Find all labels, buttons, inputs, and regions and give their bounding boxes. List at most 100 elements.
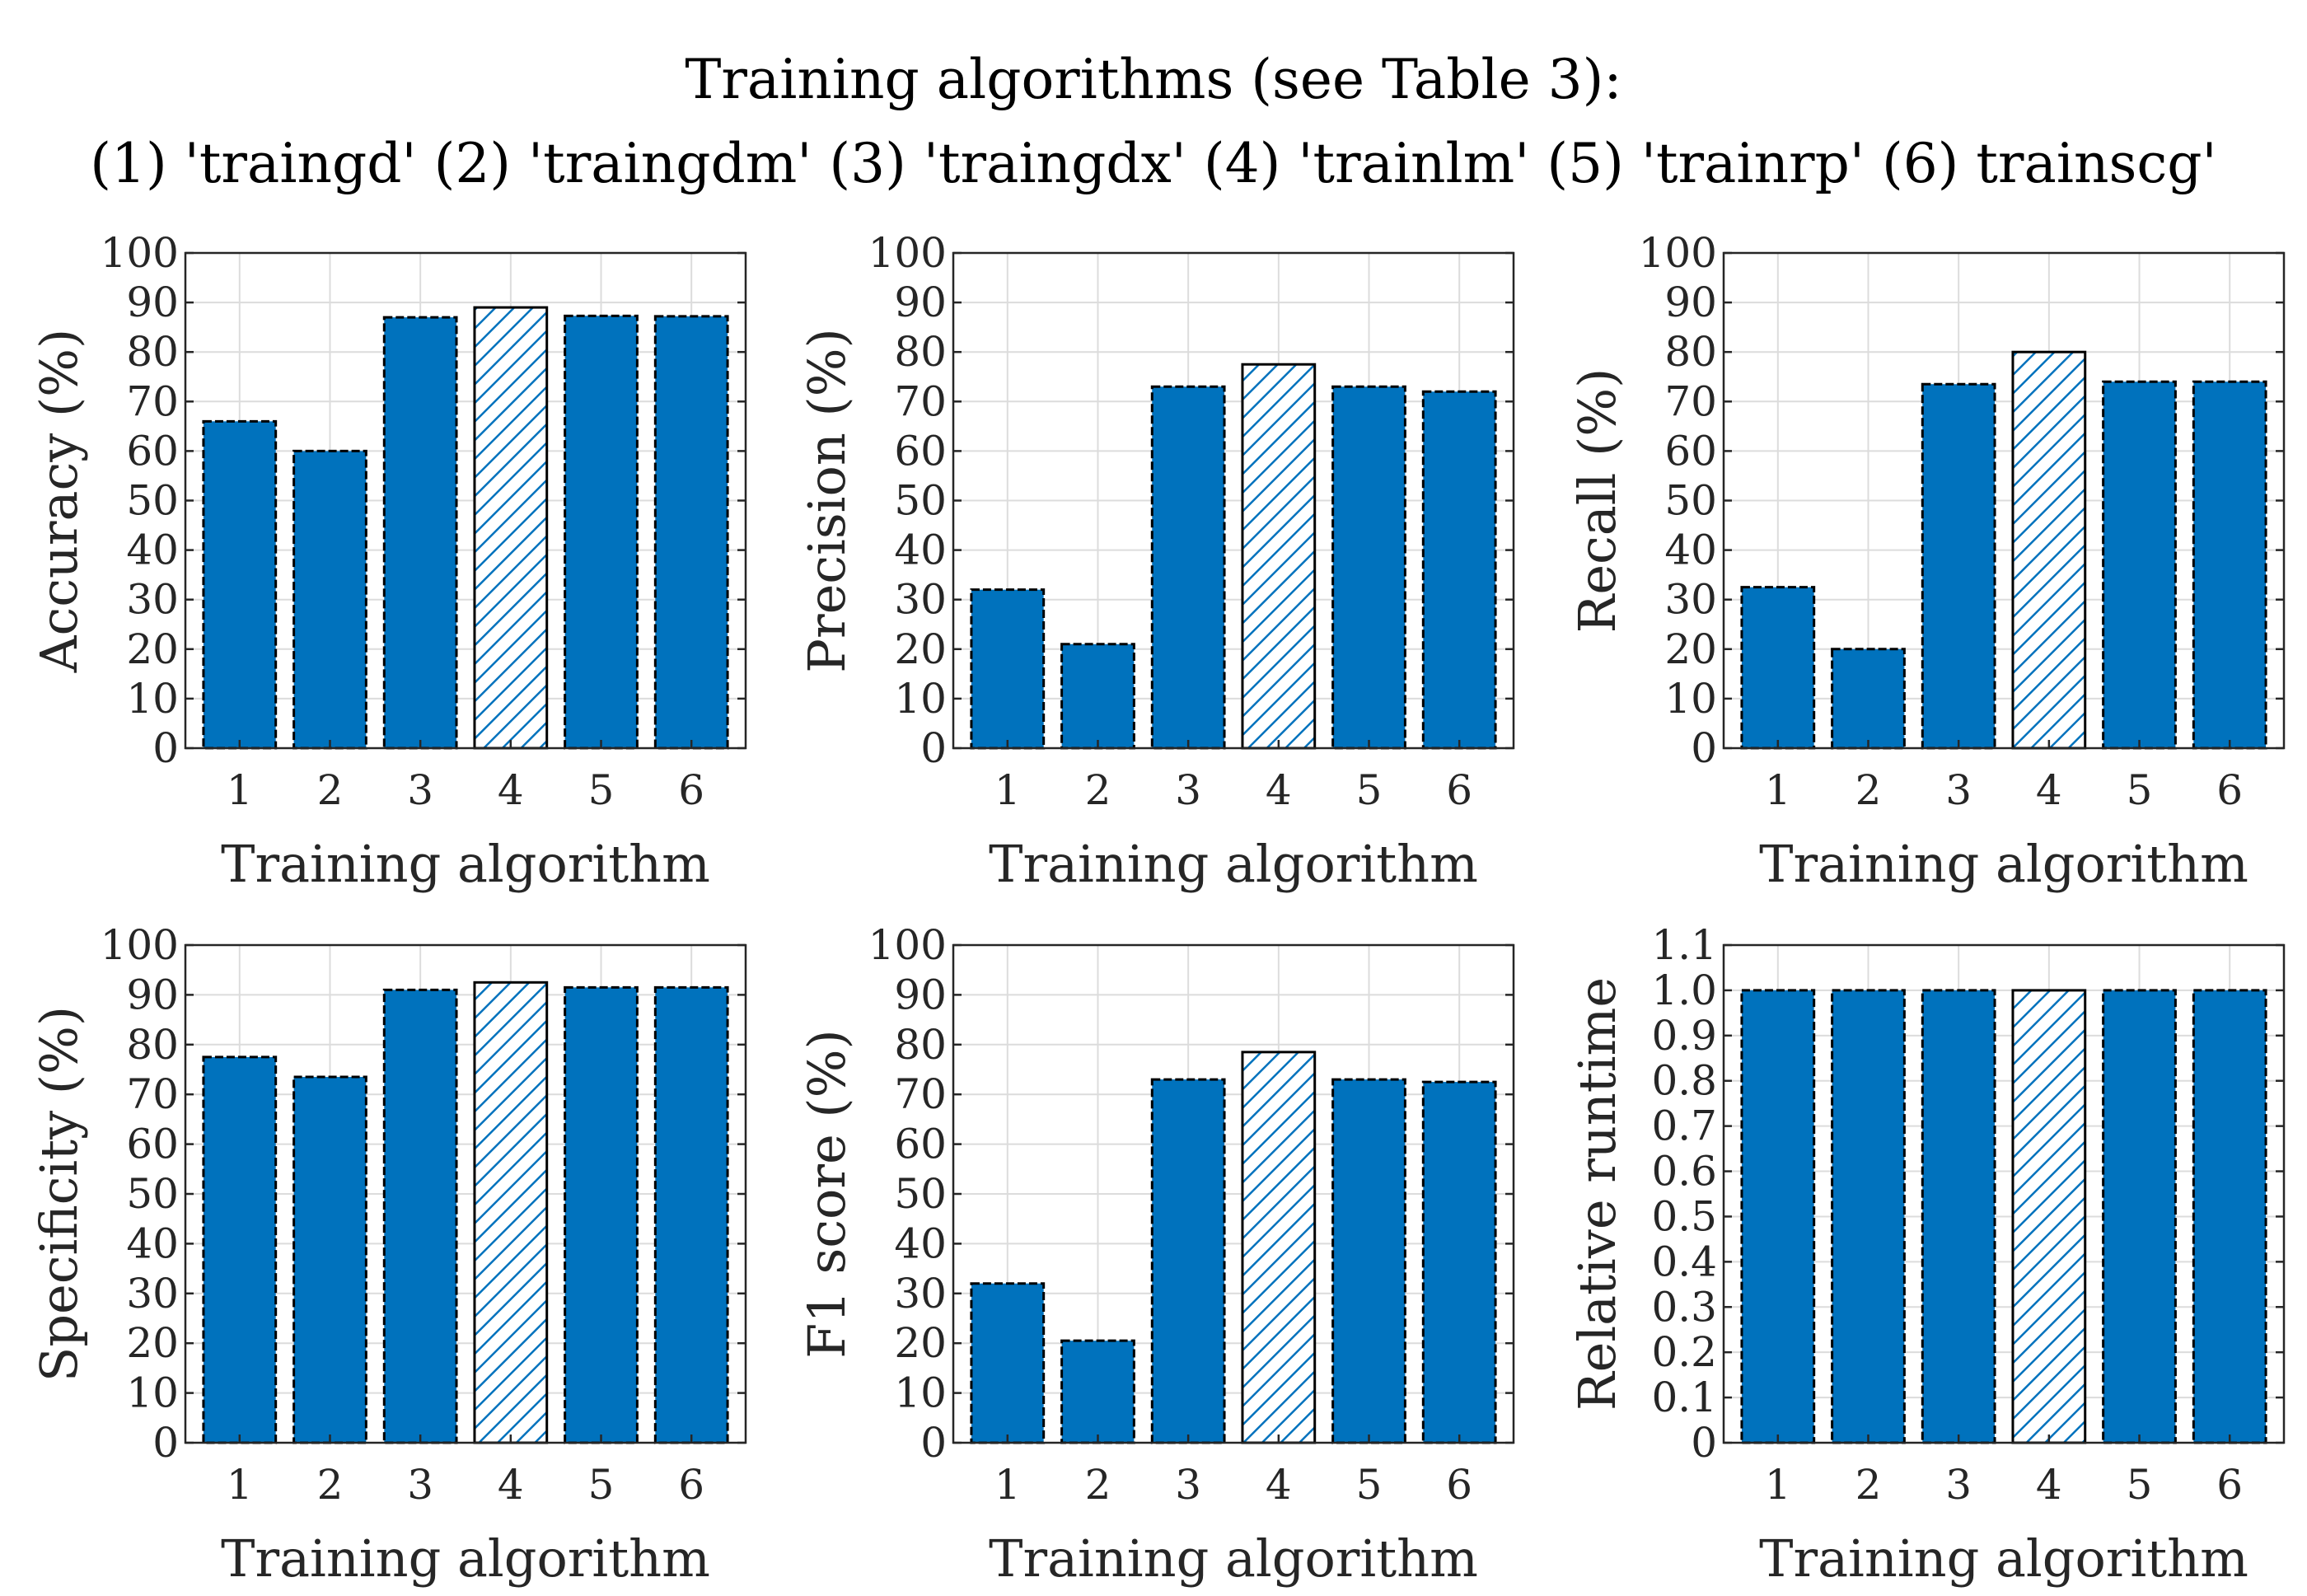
y-tick-label: 20 bbox=[126, 1319, 179, 1367]
y-tick-label: 50 bbox=[126, 1170, 179, 1218]
bar bbox=[1921, 382, 1996, 750]
y-tick-label: 10 bbox=[1664, 675, 1717, 723]
y-axis-title: Precision (%) bbox=[797, 328, 857, 673]
y-tick-label: 50 bbox=[894, 477, 947, 525]
x-tick-label: 4 bbox=[498, 1461, 524, 1509]
y-tick-label: 20 bbox=[894, 625, 947, 673]
y-tick-label: 40 bbox=[126, 527, 179, 574]
y-tick-label: 0.2 bbox=[1651, 1328, 1717, 1376]
y-tick-label: 0 bbox=[1691, 724, 1717, 772]
bar bbox=[292, 1075, 367, 1444]
bar bbox=[1421, 390, 1497, 750]
x-tick-label: 4 bbox=[2036, 1461, 2062, 1509]
y-tick-label: 70 bbox=[1664, 377, 1717, 425]
y-axis-title: Relative runtime bbox=[1567, 977, 1627, 1411]
bar bbox=[653, 315, 729, 750]
bar bbox=[382, 988, 458, 1444]
x-tick-label: 1 bbox=[1765, 766, 1791, 814]
x-axis-title: Training algorithm bbox=[1759, 1528, 2249, 1589]
y-tick-label: 1.0 bbox=[1651, 966, 1717, 1014]
bar bbox=[2102, 380, 2177, 750]
y-tick-label: 40 bbox=[1664, 527, 1717, 574]
x-tick-label: 2 bbox=[317, 766, 344, 814]
x-tick-label: 2 bbox=[1855, 766, 1882, 814]
x-tick-label: 5 bbox=[1356, 1461, 1383, 1509]
x-tick-label: 5 bbox=[2127, 1461, 2153, 1509]
y-tick-label: 10 bbox=[126, 675, 179, 723]
bar bbox=[1060, 1339, 1135, 1444]
x-tick-label: 5 bbox=[588, 766, 615, 814]
y-tick-label: 0.6 bbox=[1651, 1148, 1717, 1196]
y-tick-label: 40 bbox=[126, 1219, 179, 1267]
bar-highlighted bbox=[2011, 350, 2087, 750]
y-tick-label: 30 bbox=[126, 1270, 179, 1318]
bar bbox=[970, 588, 1046, 750]
bar bbox=[202, 1055, 278, 1444]
x-tick-label: 1 bbox=[227, 1461, 253, 1509]
y-tick-label: 90 bbox=[126, 278, 179, 326]
x-tick-label: 6 bbox=[2216, 766, 2243, 814]
bar bbox=[1150, 1078, 1226, 1444]
y-tick-label: 60 bbox=[126, 427, 179, 475]
x-tick-label: 6 bbox=[1446, 766, 1472, 814]
y-tick-label: 70 bbox=[126, 377, 179, 425]
x-tick-label: 2 bbox=[1085, 1461, 1111, 1509]
x-tick-label: 6 bbox=[1446, 1461, 1472, 1509]
y-tick-label: 70 bbox=[126, 1070, 179, 1118]
bar bbox=[564, 985, 639, 1444]
y-tick-label: 50 bbox=[1664, 477, 1717, 525]
bar bbox=[2102, 989, 2177, 1444]
y-tick-label: 60 bbox=[894, 427, 947, 475]
y-tick-label: 0.5 bbox=[1651, 1192, 1717, 1240]
bar-highlighted bbox=[473, 306, 549, 750]
x-tick-label: 5 bbox=[588, 1461, 615, 1509]
y-tick-label: 30 bbox=[126, 576, 179, 624]
y-tick-label: 90 bbox=[894, 278, 947, 326]
x-axis-title: Training algorithm bbox=[221, 1528, 710, 1589]
y-tick-label: 60 bbox=[894, 1121, 947, 1168]
x-tick-label: 2 bbox=[317, 1461, 344, 1509]
bar bbox=[202, 419, 278, 750]
x-tick-label: 3 bbox=[407, 766, 433, 814]
x-tick-label: 3 bbox=[1175, 766, 1201, 814]
y-tick-label: 100 bbox=[1639, 229, 1717, 277]
y-tick-label: 80 bbox=[894, 1021, 947, 1069]
y-axis-title: F1 score (%) bbox=[797, 1029, 857, 1358]
bar bbox=[970, 1282, 1046, 1444]
x-tick-label: 3 bbox=[1175, 1461, 1201, 1509]
x-tick-label: 6 bbox=[678, 766, 704, 814]
y-tick-label: 30 bbox=[1664, 576, 1717, 624]
y-tick-label: 10 bbox=[894, 1369, 947, 1417]
bar bbox=[1921, 989, 1996, 1444]
chart-panel-6: 00.10.20.30.40.50.60.70.80.91.01.1 1 2 3 4 5 6… bbox=[1567, 921, 2286, 1589]
y-tick-label: 50 bbox=[126, 477, 179, 525]
y-tick-label: 100 bbox=[868, 229, 947, 277]
figure-title-line-2: (1) 'traingd' (2) 'traingdm' (3) 'traing… bbox=[90, 132, 2217, 195]
y-tick-label: 30 bbox=[894, 576, 947, 624]
y-axis-title: Accuracy (%) bbox=[29, 329, 89, 674]
y-tick-label: 50 bbox=[894, 1170, 947, 1218]
x-tick-label: 4 bbox=[1266, 766, 1292, 814]
x-tick-label: 3 bbox=[1945, 1461, 1972, 1509]
y-tick-label: 0.8 bbox=[1651, 1057, 1717, 1105]
x-axis-title: Training algorithm bbox=[1759, 834, 2249, 894]
x-tick-label: 1 bbox=[994, 766, 1021, 814]
y-axis-title: Specificity (%) bbox=[29, 1006, 89, 1382]
x-tick-label: 6 bbox=[2216, 1461, 2243, 1509]
bar bbox=[292, 449, 367, 750]
y-tick-label: 0 bbox=[920, 1419, 947, 1467]
y-tick-label: 40 bbox=[894, 527, 947, 574]
x-tick-label: 3 bbox=[407, 1461, 433, 1509]
y-tick-label: 10 bbox=[894, 675, 947, 723]
x-tick-label: 5 bbox=[1356, 766, 1383, 814]
x-tick-label: 1 bbox=[227, 766, 253, 814]
x-axis-title: Training algorithm bbox=[221, 834, 710, 894]
y-tick-label: 0 bbox=[152, 1419, 179, 1467]
bar bbox=[1331, 1078, 1406, 1444]
axes-box bbox=[1722, 943, 2286, 1444]
y-tick-label: 80 bbox=[126, 328, 179, 376]
x-tick-label: 4 bbox=[1266, 1461, 1292, 1509]
